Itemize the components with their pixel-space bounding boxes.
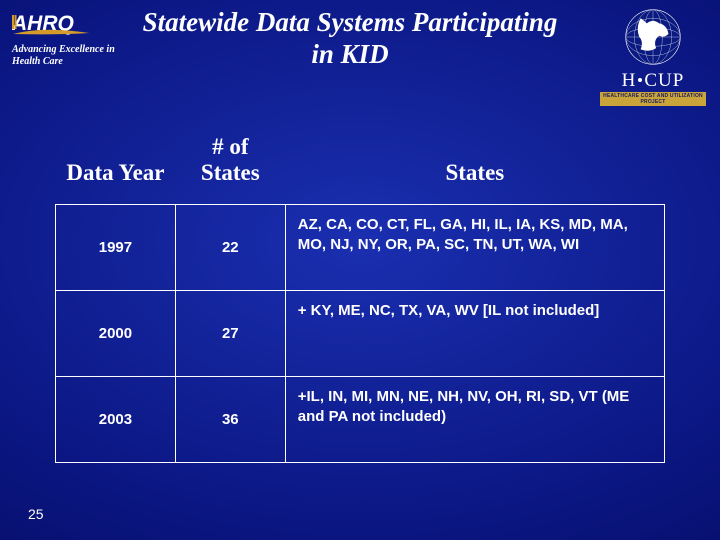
- page-number: 25: [28, 506, 44, 522]
- col-header-year: Data Year: [56, 130, 176, 205]
- slide-title: Statewide Data Systems Participating in …: [130, 6, 570, 71]
- cell-year: 1997: [56, 205, 176, 291]
- table-header-row: Data Year # of States States: [56, 130, 665, 205]
- cell-year: 2003: [56, 377, 176, 463]
- ahrq-logo-block: AHRQ Advancing Excellence in Health Care: [12, 10, 122, 67]
- header: AHRQ Advancing Excellence in Health Care…: [0, 0, 720, 90]
- ahrq-tagline: Advancing Excellence in Health Care: [12, 44, 122, 67]
- cell-count: 27: [175, 291, 285, 377]
- cell-count: 22: [175, 205, 285, 291]
- ahrq-logo-icon: AHRQ: [12, 10, 107, 42]
- slide: AHRQ Advancing Excellence in Health Care…: [0, 0, 720, 540]
- table-row: 2003 36 +IL, IN, MI, MN, NE, NH, NV, OH,…: [56, 377, 665, 463]
- cell-count: 36: [175, 377, 285, 463]
- col-header-count: # of States: [175, 130, 285, 205]
- globe-icon: [622, 6, 684, 68]
- cell-states: +IL, IN, MI, MN, NE, NH, NV, OH, RI, SD,…: [285, 377, 664, 463]
- table-row: 1997 22 AZ, CA, CO, CT, FL, GA, HI, IL, …: [56, 205, 665, 291]
- hcup-logo-block: H CUP HEALTHCARE COST AND UTILIZATION PRO…: [598, 6, 708, 106]
- hcup-wordmark: H CUP: [622, 70, 685, 92]
- hcup-h: H: [622, 70, 637, 91]
- col-header-states: States: [285, 130, 664, 205]
- dot-icon: [638, 78, 642, 82]
- data-table-container: Data Year # of States States 1997 22 AZ,…: [55, 130, 665, 463]
- cell-year: 2000: [56, 291, 176, 377]
- cell-states: + KY, ME, NC, TX, VA, WV [IL not include…: [285, 291, 664, 377]
- states-table: Data Year # of States States 1997 22 AZ,…: [55, 130, 665, 463]
- hcup-subtitle-bar: HEALTHCARE COST AND UTILIZATION PROJECT: [600, 92, 706, 106]
- table-row: 2000 27 + KY, ME, NC, TX, VA, WV [IL not…: [56, 291, 665, 377]
- cell-states: AZ, CA, CO, CT, FL, GA, HI, IL, IA, KS, …: [285, 205, 664, 291]
- hcup-cup: CUP: [644, 70, 684, 91]
